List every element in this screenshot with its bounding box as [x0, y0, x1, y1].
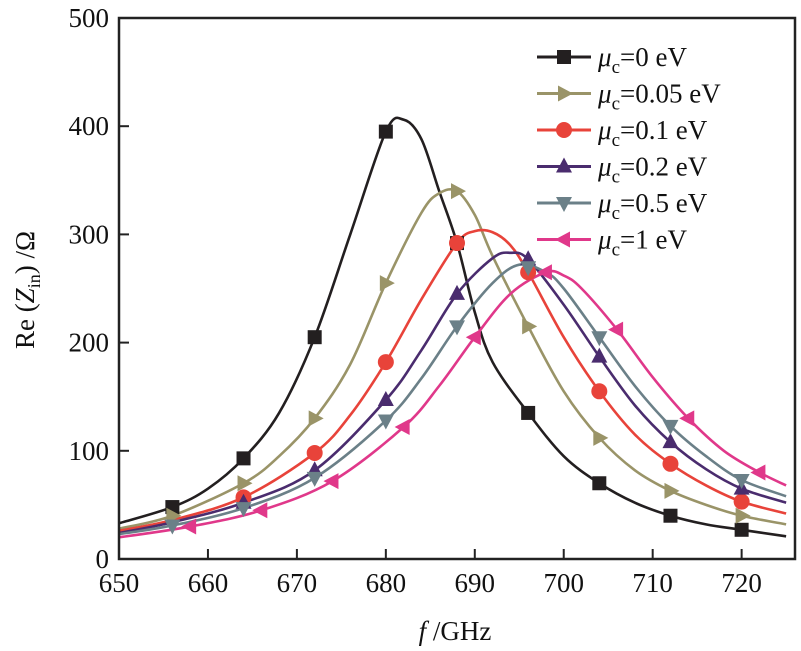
data-point-series-5 [750, 464, 766, 481]
legend-item: μc=0.05 eV [537, 79, 721, 115]
y-axis: 0 100 200 300 400 500 [69, 3, 129, 574]
data-point-series-4 [449, 320, 465, 336]
data-point-series-2 [662, 455, 679, 472]
data-point-series-4 [662, 419, 679, 435]
y-tick-label: 200 [69, 328, 110, 358]
x-tick-label: 700 [543, 568, 584, 598]
y-tick-label: 400 [69, 111, 110, 141]
x-tick-label: 680 [366, 568, 407, 598]
data-point-series-4 [377, 414, 394, 430]
data-point-series-1 [522, 318, 538, 335]
data-point-series-5 [323, 473, 339, 490]
data-point-series-0 [734, 522, 749, 537]
legend-marker-icon [558, 85, 573, 102]
legend-marker-icon [556, 157, 572, 173]
data-point-series-3 [662, 433, 679, 449]
y-tick-label: 500 [69, 3, 110, 33]
series-line-2 [118, 228, 787, 533]
data-point-series-3 [449, 284, 465, 300]
legend-marker-icon [556, 197, 572, 212]
y-tick-label: 0 [96, 544, 110, 574]
series-line-0 [118, 116, 787, 538]
data-point-series-5 [536, 264, 552, 281]
data-point-series-1 [664, 482, 680, 499]
data-point-series-4 [520, 261, 537, 277]
data-point-series-1 [451, 183, 466, 200]
legend-item: μc=0 eV [537, 42, 687, 78]
data-point-series-4 [733, 474, 750, 490]
legend-item: μc=1 eV [537, 225, 687, 261]
legend-label: μc=1 eV [597, 225, 687, 261]
data-point-series-1 [593, 429, 609, 446]
data-point-series-0 [663, 508, 678, 523]
data-point-series-0 [236, 451, 251, 466]
x-axis: 650 660 670 680 690 700 710 720 [99, 549, 762, 598]
legend-marker-icon [557, 50, 571, 64]
data-point-series-2 [733, 493, 750, 510]
markers [164, 124, 766, 537]
x-tick-label: 660 [188, 568, 229, 598]
data-point-series-0 [592, 476, 607, 491]
data-point-series-1 [379, 275, 395, 292]
legend-label: μc=0.2 eV [597, 152, 708, 188]
data-point-series-5 [252, 502, 268, 519]
data-point-series-2 [377, 354, 394, 371]
legend-item: μc=0.5 eV [537, 188, 708, 224]
data-point-series-0 [378, 124, 393, 139]
series-line-5 [118, 269, 787, 539]
data-point-series-1 [308, 410, 324, 427]
y-tick-label: 300 [69, 219, 110, 249]
data-point-series-2 [449, 235, 465, 252]
legend-label: μc=0.1 eV [597, 115, 708, 151]
data-point-series-5 [465, 329, 481, 346]
x-tick-label: 670 [277, 568, 318, 598]
legend-item: μc=0.1 eV [537, 115, 708, 151]
legend-label: μc=0.05 eV [597, 79, 721, 115]
y-axis-label: Re (Zin) /Ω [10, 231, 44, 349]
data-point-series-5 [679, 410, 695, 427]
plot-frame [117, 16, 797, 561]
x-tick-label: 650 [99, 568, 140, 598]
data-point-series-2 [306, 444, 323, 461]
legend-item: μc=0.2 eV [537, 152, 708, 188]
x-axis-label: f /GHz [419, 616, 492, 646]
data-point-series-5 [608, 321, 624, 338]
data-point-series-4 [235, 502, 252, 518]
data-point-series-0 [521, 405, 536, 420]
data-point-series-2 [591, 383, 608, 400]
data-point-series-1 [735, 507, 751, 524]
data-point-series-4 [591, 331, 608, 347]
series-line-4 [118, 263, 787, 536]
data-point-series-3 [377, 390, 394, 406]
x-tick-label: 720 [721, 568, 762, 598]
legend-marker-icon [556, 122, 572, 138]
data-point-series-3 [591, 347, 608, 363]
legend-marker-icon [555, 231, 570, 248]
x-tick-label: 710 [632, 568, 673, 598]
x-tick-label: 690 [455, 568, 496, 598]
data-point-series-5 [181, 518, 197, 535]
data-point-series-4 [164, 519, 181, 535]
data-point-series-4 [306, 471, 323, 487]
legend-label: μc=0 eV [597, 42, 687, 78]
series-line-1 [118, 187, 787, 530]
data-point-series-5 [394, 418, 410, 435]
y-tick-label: 100 [69, 436, 110, 466]
data-point-series-1 [237, 475, 253, 492]
legend-label: μc=0.5 eV [597, 188, 708, 224]
data-point-series-0 [307, 330, 322, 345]
